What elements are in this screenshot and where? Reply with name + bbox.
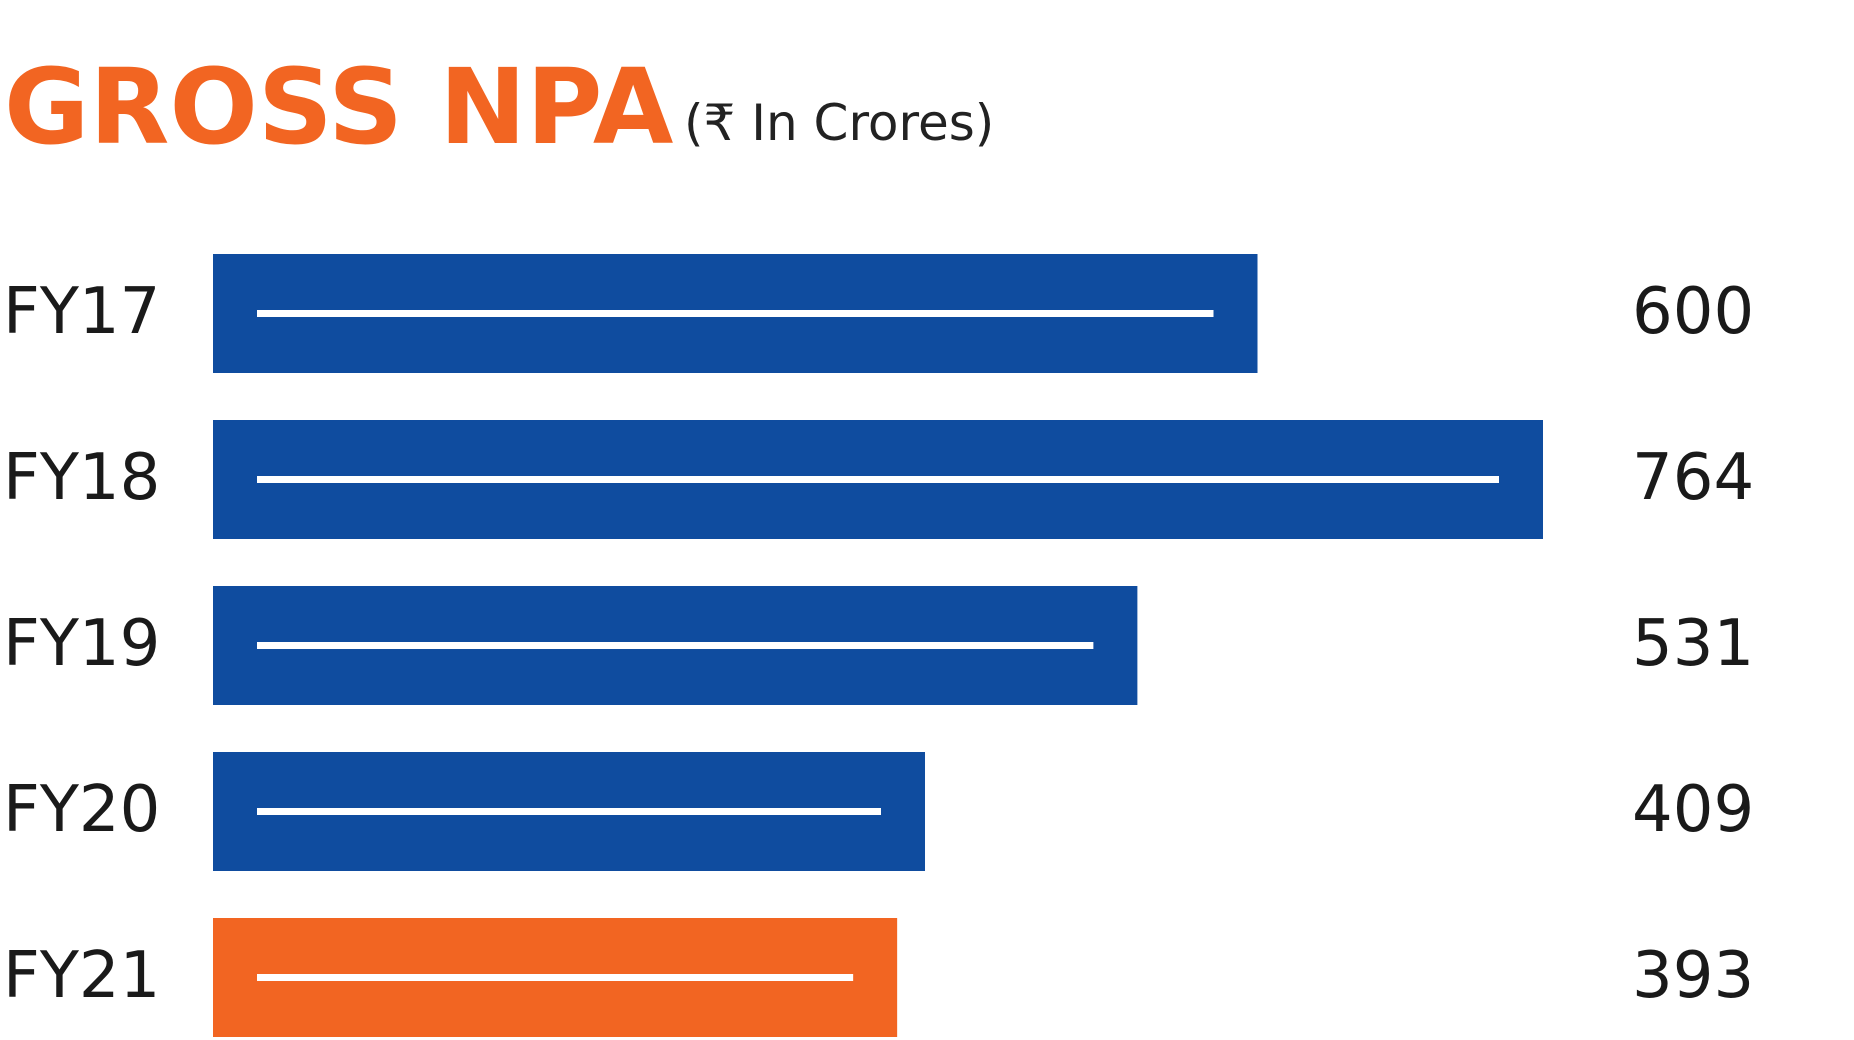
category-label: FY20 [3,773,160,847]
category-label: FY19 [3,607,160,681]
value-label: 393 [1632,939,1754,1013]
category-label: FY18 [3,441,160,515]
value-label: 409 [1632,773,1754,847]
value-label: 600 [1632,275,1754,349]
chart-subtitle: (₹ In Crores) [684,94,994,152]
category-label: FY21 [3,939,160,1013]
category-label: FY17 [3,275,160,349]
value-label: 764 [1632,441,1754,515]
chart-title: GROSS NPA [4,46,673,168]
value-label: 531 [1632,607,1754,681]
